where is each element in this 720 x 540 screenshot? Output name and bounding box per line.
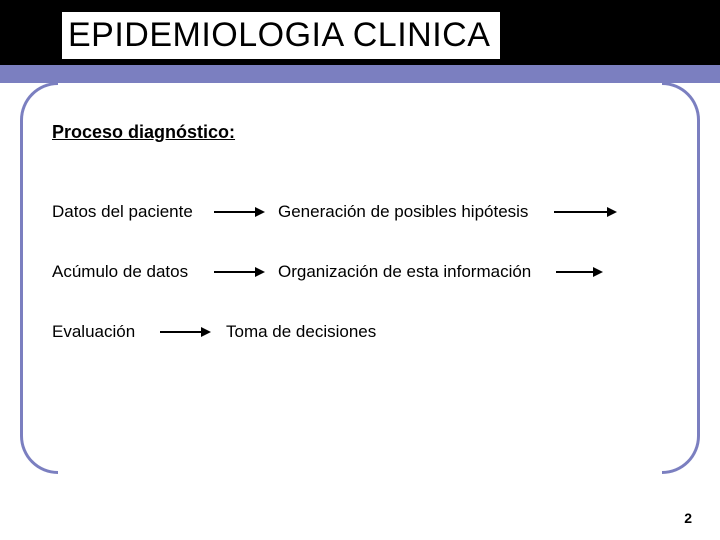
page-number: 2: [684, 510, 692, 526]
flow-label: Datos del paciente: [52, 202, 193, 222]
content-frame-right: [662, 82, 700, 474]
flow-label: Generación de posibles hipótesis: [278, 202, 528, 222]
slide-title: EPIDEMIOLOGIA CLINICA: [62, 12, 500, 59]
flow-label: Evaluación: [52, 322, 135, 342]
purple-band: [0, 65, 720, 83]
flow-label: Organización de esta información: [278, 262, 531, 282]
subtitle: Proceso diagnóstico:: [52, 122, 235, 143]
flow-label: Toma de decisiones: [226, 322, 376, 342]
slide: EPIDEMIOLOGIA CLINICA Proceso diagnóstic…: [0, 0, 720, 540]
flow-label: Acúmulo de datos: [52, 262, 188, 282]
